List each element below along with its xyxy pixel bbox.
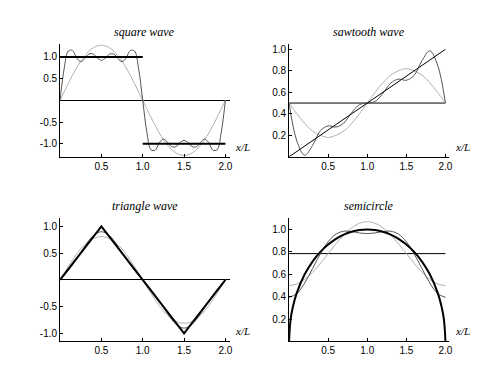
svg-text:1.0: 1.0 xyxy=(272,224,286,235)
svg-text:2.0: 2.0 xyxy=(218,345,232,356)
svg-text:triangle wave: triangle wave xyxy=(112,199,178,213)
svg-text:0.4: 0.4 xyxy=(272,291,286,302)
svg-text:-1.0: -1.0 xyxy=(40,328,58,339)
svg-text:1.0: 1.0 xyxy=(272,44,286,55)
svg-text:1.5: 1.5 xyxy=(177,345,191,356)
svg-text:square wave: square wave xyxy=(114,25,175,39)
svg-text:0.8: 0.8 xyxy=(272,246,286,257)
svg-text:x/L: x/L xyxy=(455,325,470,337)
svg-text:0.6: 0.6 xyxy=(272,87,286,98)
svg-text:1.0: 1.0 xyxy=(136,161,150,172)
svg-text:0.5: 0.5 xyxy=(43,73,57,84)
svg-text:0.5: 0.5 xyxy=(94,161,108,172)
svg-text:0.8: 0.8 xyxy=(272,65,286,76)
svg-text:0.5: 0.5 xyxy=(321,345,335,356)
svg-text:1.0: 1.0 xyxy=(43,51,57,62)
svg-text:0.2: 0.2 xyxy=(272,314,286,325)
svg-text:1.0: 1.0 xyxy=(136,345,150,356)
svg-text:2.0: 2.0 xyxy=(438,345,452,356)
svg-text:0.4: 0.4 xyxy=(272,108,286,119)
svg-text:0.5: 0.5 xyxy=(43,248,57,259)
svg-text:1.5: 1.5 xyxy=(399,345,413,356)
svg-text:2.0: 2.0 xyxy=(438,161,452,172)
svg-text:x/L: x/L xyxy=(235,141,250,153)
svg-text:x/L: x/L xyxy=(235,325,250,337)
svg-text:1.0: 1.0 xyxy=(43,221,57,232)
svg-text:sawtooth wave: sawtooth wave xyxy=(333,25,405,39)
svg-text:0.6: 0.6 xyxy=(272,269,286,280)
svg-text:x/L: x/L xyxy=(455,141,470,153)
svg-text:2.0: 2.0 xyxy=(218,161,232,172)
svg-text:-0.5: -0.5 xyxy=(40,301,58,312)
svg-text:1.5: 1.5 xyxy=(177,161,191,172)
svg-text:1.5: 1.5 xyxy=(399,161,413,172)
svg-text:0.2: 0.2 xyxy=(272,130,286,141)
svg-text:1.0: 1.0 xyxy=(360,345,374,356)
svg-text:0.5: 0.5 xyxy=(94,345,108,356)
svg-text:0.5: 0.5 xyxy=(321,161,335,172)
svg-text:semicircle: semicircle xyxy=(344,199,394,213)
svg-text:-1.0: -1.0 xyxy=(40,138,58,149)
svg-text:1.0: 1.0 xyxy=(360,161,374,172)
svg-text:-0.5: -0.5 xyxy=(40,117,58,128)
